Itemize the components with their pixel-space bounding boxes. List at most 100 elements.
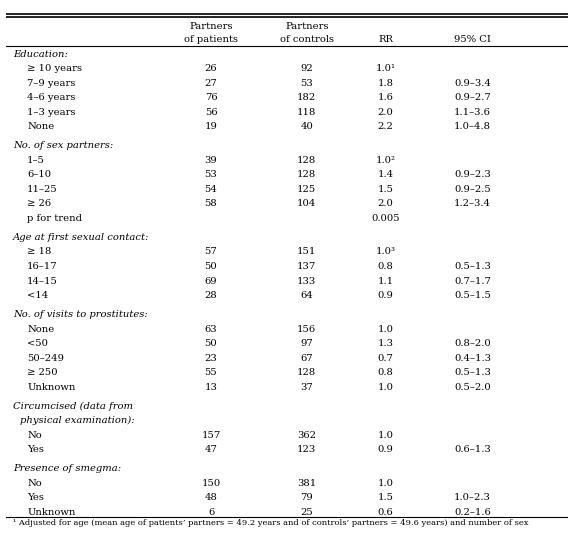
Text: 25: 25 [300,508,313,517]
Text: 1.6: 1.6 [378,93,393,102]
Text: 28: 28 [205,291,218,300]
Text: 69: 69 [205,276,218,285]
Text: Partners: Partners [285,22,328,32]
Text: physical examination):: physical examination): [20,416,135,425]
Text: 0.6–1.3: 0.6–1.3 [454,445,491,454]
Text: 1.5: 1.5 [378,185,393,194]
Text: 54: 54 [204,185,218,194]
Text: <50: <50 [27,339,48,348]
Text: No: No [27,479,42,488]
Text: 16–17: 16–17 [27,262,58,271]
Text: 27: 27 [205,79,218,88]
Text: ¹ Adjusted for age (mean age of patients’ partners = 49.2 years and of controls’: ¹ Adjusted for age (mean age of patients… [13,520,529,527]
Text: 53: 53 [300,79,313,88]
Text: 1.0: 1.0 [378,479,393,488]
Text: ≥ 10 years: ≥ 10 years [27,64,82,73]
Text: 6–10: 6–10 [27,171,51,179]
Text: ≥ 250: ≥ 250 [27,368,58,377]
Text: 67: 67 [300,353,313,363]
Text: 2.2: 2.2 [378,122,393,131]
Text: 128: 128 [297,156,316,165]
Text: 26: 26 [205,64,218,73]
Text: 1.4: 1.4 [377,171,394,179]
Text: 37: 37 [300,383,313,392]
Text: 0.5–1.3: 0.5–1.3 [454,368,491,377]
Text: RR: RR [378,35,393,44]
Text: Yes: Yes [27,445,44,454]
Text: 1.2–3.4: 1.2–3.4 [454,199,491,208]
Text: 0.4–1.3: 0.4–1.3 [454,353,491,363]
Text: 79: 79 [300,493,313,502]
Text: 64: 64 [300,291,313,300]
Text: 1.0¹: 1.0¹ [375,64,395,73]
Text: of controls: of controls [280,35,333,44]
Text: 0.9: 0.9 [378,291,393,300]
Text: 1.3: 1.3 [378,339,393,348]
Text: 0.9: 0.9 [378,445,393,454]
Text: 14–15: 14–15 [27,276,58,285]
Text: 53: 53 [205,171,218,179]
Text: 0.5–1.5: 0.5–1.5 [454,291,491,300]
Text: 40: 40 [300,122,313,131]
Text: 19: 19 [204,122,218,131]
Text: No: No [27,431,42,440]
Text: Circumcised (data from: Circumcised (data from [13,402,133,411]
Text: 95% CI: 95% CI [454,35,491,44]
Text: 1–3 years: 1–3 years [27,108,76,117]
Text: Unknown: Unknown [27,383,76,392]
Text: 0.8: 0.8 [378,368,393,377]
Text: 1.0³: 1.0³ [375,248,395,257]
Text: Age at first sexual contact:: Age at first sexual contact: [13,233,149,242]
Text: 1.0: 1.0 [378,431,393,440]
Text: 39: 39 [205,156,218,165]
Text: 1.0²: 1.0² [375,156,395,165]
Text: 137: 137 [297,262,316,271]
Text: None: None [27,122,55,131]
Text: 76: 76 [205,93,218,102]
Text: Partners: Partners [189,22,233,32]
Text: Yes: Yes [27,493,44,502]
Text: 4–6 years: 4–6 years [27,93,76,102]
Text: 97: 97 [300,339,313,348]
Text: 1.5: 1.5 [378,493,393,502]
Text: of patients: of patients [184,35,238,44]
Text: 0.005: 0.005 [371,214,400,223]
Text: 57: 57 [205,248,218,257]
Text: 128: 128 [297,171,316,179]
Text: 118: 118 [297,108,316,117]
Text: 55: 55 [205,368,218,377]
Text: 151: 151 [297,248,316,257]
Text: 157: 157 [201,431,220,440]
Text: 1.1–3.6: 1.1–3.6 [454,108,491,117]
Text: 56: 56 [205,108,218,117]
Text: 50–249: 50–249 [27,353,64,363]
Text: 58: 58 [205,199,218,208]
Text: 0.9–2.3: 0.9–2.3 [454,171,491,179]
Text: 133: 133 [297,276,316,285]
Text: 128: 128 [297,368,316,377]
Text: 50: 50 [205,339,218,348]
Text: 0.7: 0.7 [378,353,393,363]
Text: 7–9 years: 7–9 years [27,79,76,88]
Text: 0.7–1.7: 0.7–1.7 [454,276,491,285]
Text: 1.0: 1.0 [378,325,393,334]
Text: 1.8: 1.8 [378,79,393,88]
Text: 0.8: 0.8 [378,262,393,271]
Text: 381: 381 [297,479,316,488]
Text: <14: <14 [27,291,48,300]
Text: None: None [27,325,55,334]
Text: 2.0: 2.0 [378,199,393,208]
Text: Education:: Education: [13,50,68,59]
Text: 48: 48 [204,493,218,502]
Text: ≥ 26: ≥ 26 [27,199,51,208]
Text: 23: 23 [205,353,218,363]
Text: 2.0: 2.0 [378,108,393,117]
Text: 0.9–2.5: 0.9–2.5 [454,185,491,194]
Text: 0.2–1.6: 0.2–1.6 [454,508,491,517]
Text: 63: 63 [205,325,218,334]
Text: No. of sex partners:: No. of sex partners: [13,141,113,150]
Text: 0.5–2.0: 0.5–2.0 [454,383,491,392]
Text: 6: 6 [208,508,214,517]
Text: 182: 182 [297,93,316,102]
Text: 47: 47 [204,445,218,454]
